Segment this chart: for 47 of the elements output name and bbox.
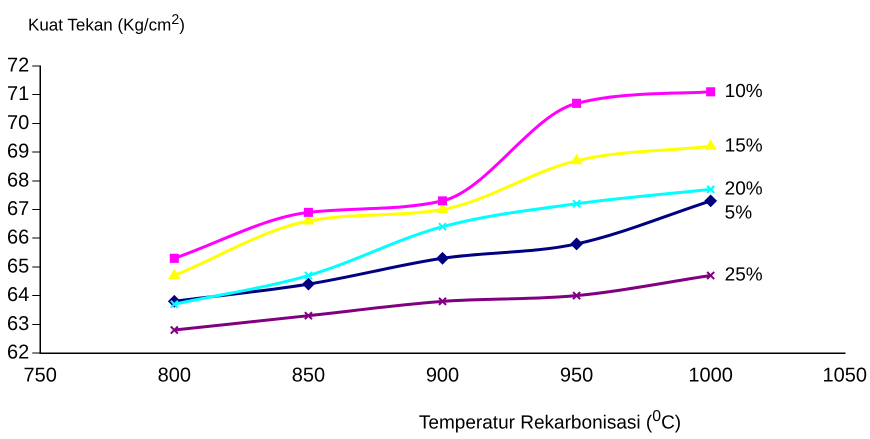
series-label: 20% xyxy=(724,178,763,200)
y-tick-label: 72 xyxy=(6,54,30,77)
y-tick-label: 63 xyxy=(6,312,30,335)
point xyxy=(438,222,448,232)
x-tick-label: 750 xyxy=(24,364,57,387)
point xyxy=(304,311,313,320)
point xyxy=(438,196,448,206)
y-axis-title: Kuat Tekan (Kg/cm$^{2}$) xyxy=(28,12,185,36)
point xyxy=(705,140,716,150)
point xyxy=(706,87,716,96)
point xyxy=(438,296,448,306)
y-tick-label: 64 xyxy=(6,284,30,306)
point xyxy=(170,254,179,263)
point xyxy=(570,238,583,250)
series-label: 25% xyxy=(724,264,763,286)
y-tick-label: 68 xyxy=(6,169,30,192)
point xyxy=(571,154,582,164)
x-axis-title: Temperatur Rekarbonisasi ($^{0}$C) xyxy=(418,408,682,434)
point xyxy=(436,252,448,264)
point xyxy=(706,270,716,280)
point xyxy=(437,204,448,213)
y-tick-label: 70 xyxy=(6,112,30,134)
y-tick-label: 62 xyxy=(6,342,30,364)
x-tick-label: 800 xyxy=(158,364,192,387)
point xyxy=(304,270,313,280)
point xyxy=(572,98,582,108)
x-tick-label: 1000 xyxy=(688,364,733,387)
point xyxy=(304,208,313,217)
point xyxy=(572,291,582,300)
point xyxy=(302,278,314,290)
y-tick-label: 67 xyxy=(6,198,30,220)
x-tick-label: 900 xyxy=(426,364,460,387)
series-label: 15% xyxy=(724,136,763,157)
point xyxy=(169,270,180,280)
y-tick-label: 65 xyxy=(6,255,30,278)
y-tick-label: 71 xyxy=(6,83,30,106)
point xyxy=(170,326,179,335)
y-tick-label: 66 xyxy=(6,226,30,249)
point xyxy=(572,199,582,208)
point xyxy=(706,184,716,194)
x-tick-label: 950 xyxy=(560,364,594,387)
series-label: 5% xyxy=(724,202,752,224)
series-label: 10% xyxy=(724,81,763,102)
x-tick-label: 850 xyxy=(292,364,326,387)
y-tick-label: 69 xyxy=(6,140,30,163)
x-tick-label: 1050 xyxy=(822,364,868,387)
point xyxy=(704,194,717,207)
